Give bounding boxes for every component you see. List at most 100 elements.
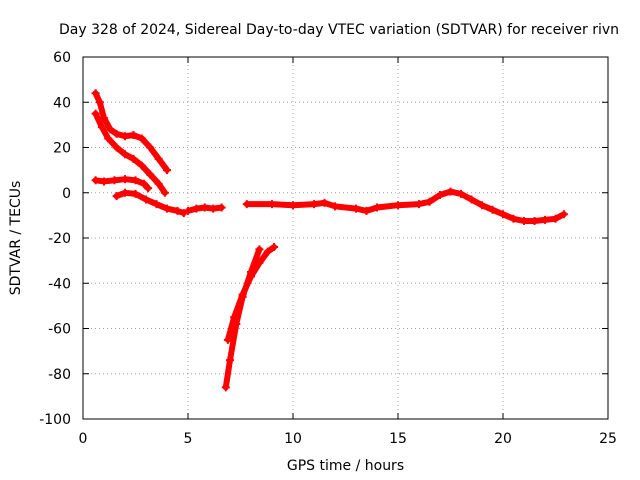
series-arc-2 bbox=[91, 109, 169, 197]
data-point bbox=[223, 335, 232, 344]
series-arc-8 bbox=[242, 187, 568, 226]
data-point bbox=[415, 200, 423, 209]
data-point bbox=[268, 200, 276, 209]
data-point bbox=[106, 125, 115, 134]
y-tick-label: 20 bbox=[53, 141, 71, 157]
y-tick-label: -60 bbox=[48, 322, 71, 338]
data-point bbox=[131, 189, 140, 198]
data-point bbox=[394, 201, 402, 210]
data-point bbox=[137, 134, 146, 143]
data-point bbox=[247, 272, 255, 281]
data-point bbox=[154, 154, 163, 163]
data-point bbox=[110, 176, 119, 185]
x-tick-label: 25 bbox=[599, 431, 617, 447]
y-tick-label: -100 bbox=[39, 412, 71, 428]
data-point bbox=[352, 204, 360, 213]
data-point bbox=[226, 356, 234, 365]
data-point bbox=[97, 123, 106, 132]
data-point bbox=[121, 132, 129, 141]
data-point bbox=[184, 206, 192, 215]
data-point bbox=[91, 176, 100, 185]
data-point bbox=[142, 195, 150, 204]
data-point bbox=[104, 134, 113, 143]
data-point bbox=[100, 114, 108, 123]
data-point bbox=[152, 200, 161, 209]
data-point bbox=[509, 214, 518, 223]
data-point bbox=[221, 383, 230, 392]
data-point bbox=[173, 206, 182, 215]
data-point bbox=[160, 188, 169, 197]
data-point bbox=[121, 188, 129, 197]
data-point bbox=[95, 98, 104, 107]
grid bbox=[83, 57, 608, 419]
data-point bbox=[112, 143, 121, 152]
data-point bbox=[121, 175, 129, 184]
series-arc-3 bbox=[91, 175, 153, 193]
series-arc-1 bbox=[91, 89, 171, 175]
data-point bbox=[320, 198, 329, 207]
y-tick-label: -80 bbox=[48, 367, 71, 383]
data-point bbox=[457, 189, 465, 198]
data-point bbox=[263, 247, 272, 256]
data-point bbox=[192, 204, 201, 213]
data-point bbox=[373, 203, 381, 212]
ticks: 0 5 10 15 20 25 -100 -80 -60 -40 -20 0 20 40 60 bbox=[39, 50, 617, 447]
data-point bbox=[541, 215, 549, 224]
data-point bbox=[230, 313, 239, 322]
data-point bbox=[499, 210, 507, 219]
data-point bbox=[91, 109, 100, 118]
data-point bbox=[436, 191, 444, 200]
data-point bbox=[137, 161, 146, 170]
series-arc-5 bbox=[184, 203, 226, 215]
data-point bbox=[146, 170, 155, 179]
series-line bbox=[92, 110, 168, 196]
data-point bbox=[121, 150, 129, 159]
data-point bbox=[242, 200, 251, 209]
data-point bbox=[238, 290, 247, 299]
data-point bbox=[112, 192, 121, 201]
data-point bbox=[129, 131, 138, 140]
data-point bbox=[154, 179, 163, 188]
series-arc-4 bbox=[112, 188, 188, 218]
y-tick-label: -20 bbox=[48, 231, 71, 247]
x-tick-label: 10 bbox=[284, 431, 302, 447]
data-point bbox=[255, 258, 264, 267]
data-point bbox=[551, 214, 560, 223]
data-point bbox=[362, 206, 371, 215]
data-point bbox=[163, 166, 171, 175]
x-tick-label: 15 bbox=[389, 431, 407, 447]
data-point bbox=[255, 245, 264, 254]
x-tick-label: 20 bbox=[494, 431, 512, 447]
data-point bbox=[520, 217, 528, 226]
data-point bbox=[144, 184, 153, 193]
data-point bbox=[530, 217, 539, 226]
data-point bbox=[139, 179, 148, 188]
data-point bbox=[289, 201, 297, 210]
x-tick-label: 0 bbox=[79, 431, 88, 447]
data-point bbox=[478, 201, 486, 210]
data-point bbox=[559, 210, 568, 219]
data-point bbox=[331, 202, 339, 211]
chart-title: Day 328 of 2024, Sidereal Day-to-day VTE… bbox=[59, 22, 619, 38]
data-point bbox=[488, 205, 497, 214]
data-point bbox=[163, 204, 171, 213]
x-axis-label: GPS time / hours bbox=[287, 458, 404, 474]
data-point bbox=[209, 204, 218, 213]
y-tick-label: -40 bbox=[48, 276, 71, 292]
data-point bbox=[146, 143, 155, 152]
data-point bbox=[217, 203, 226, 212]
data-point bbox=[129, 154, 138, 163]
data-point bbox=[131, 176, 140, 185]
y-tick-label: 0 bbox=[62, 186, 71, 202]
data-point bbox=[91, 89, 100, 98]
data-point bbox=[100, 177, 108, 186]
x-tick-label: 5 bbox=[184, 431, 193, 447]
data-point bbox=[425, 197, 434, 206]
data-point bbox=[310, 200, 318, 209]
series-arc-7 bbox=[223, 243, 279, 344]
data-point bbox=[446, 187, 455, 196]
data-layer bbox=[91, 89, 568, 392]
data-point bbox=[200, 203, 209, 212]
y-tick-label: 60 bbox=[53, 50, 71, 66]
